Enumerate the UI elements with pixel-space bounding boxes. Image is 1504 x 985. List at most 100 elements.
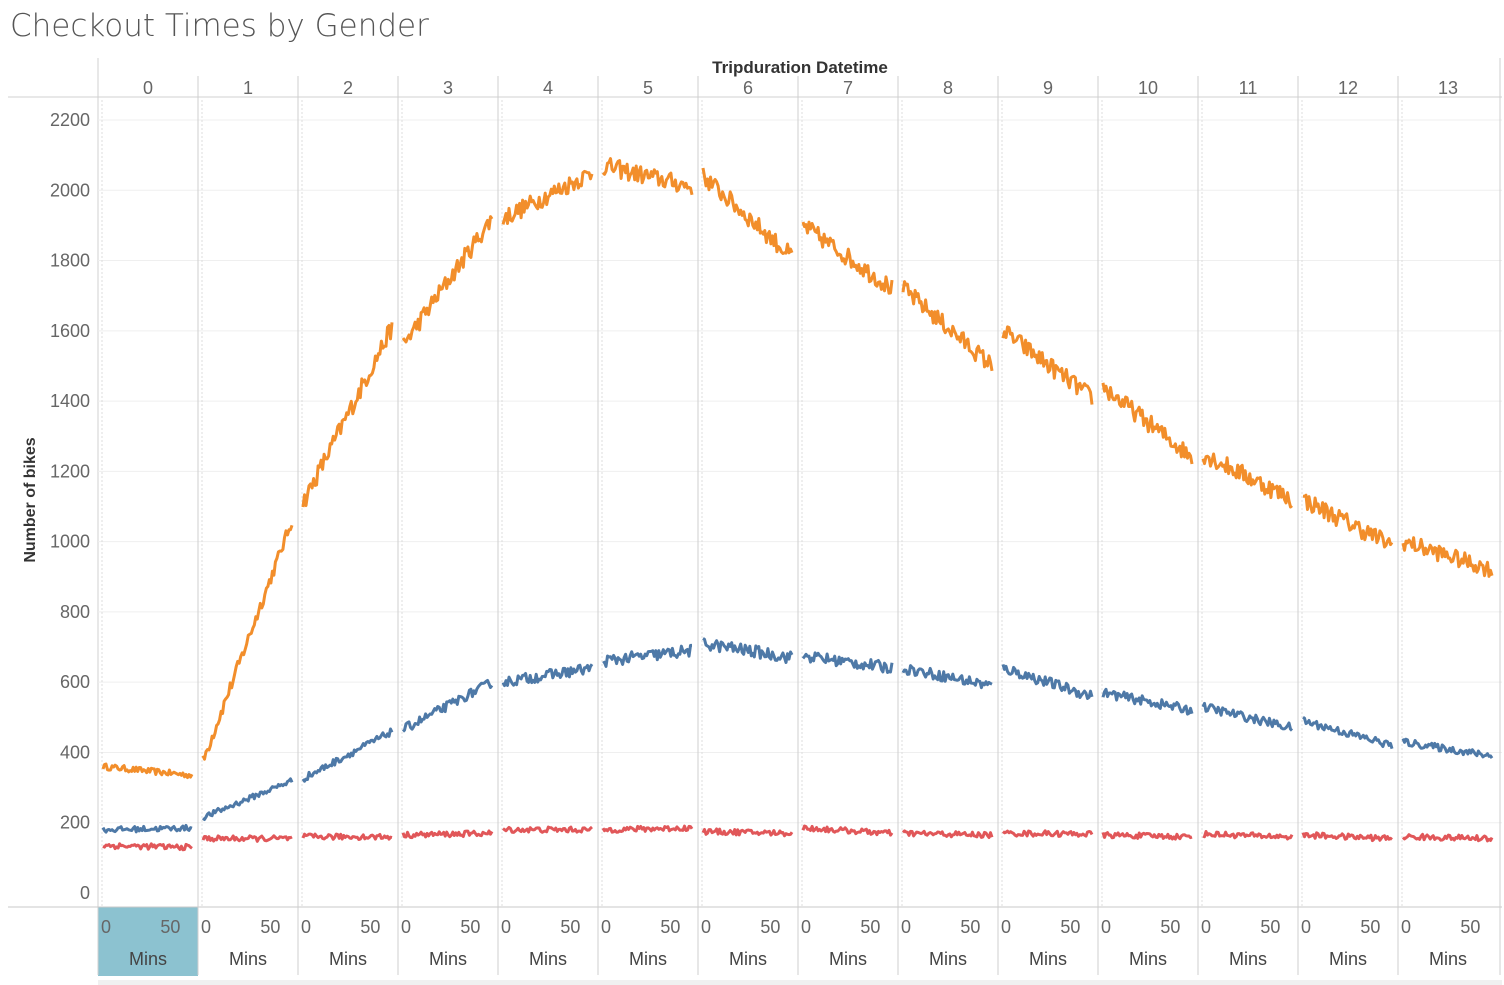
series-line bbox=[901, 664, 993, 690]
scroll-strip bbox=[98, 980, 1502, 985]
column-header: Tripduration Datetime bbox=[712, 58, 888, 77]
x-tick-label: 50 bbox=[1160, 917, 1180, 937]
y-tick-label: 1400 bbox=[50, 391, 90, 411]
series-line bbox=[401, 215, 494, 344]
series-line bbox=[201, 777, 294, 821]
pane-label: 4 bbox=[543, 78, 553, 98]
pane-label: 1 bbox=[243, 78, 253, 98]
x-tick-label: 0 bbox=[1201, 917, 1211, 937]
x-tick-label: 0 bbox=[901, 917, 911, 937]
series-line bbox=[701, 827, 794, 838]
highlighted-pane bbox=[98, 907, 198, 976]
x-tick-label: 50 bbox=[260, 917, 280, 937]
series-line bbox=[401, 678, 494, 733]
y-tick-label: 1000 bbox=[50, 532, 90, 552]
y-tick-label: 400 bbox=[60, 742, 90, 762]
series-line bbox=[602, 643, 692, 668]
x-axis-label: Mins bbox=[1129, 949, 1167, 969]
series-line bbox=[801, 824, 894, 837]
series-line bbox=[301, 832, 393, 841]
x-tick-label: 0 bbox=[601, 917, 611, 937]
series-line bbox=[901, 280, 994, 372]
x-axis-label: Mins bbox=[529, 949, 567, 969]
series-line bbox=[201, 834, 293, 843]
x-tick-label: 0 bbox=[1401, 917, 1411, 937]
series-line bbox=[1201, 452, 1293, 509]
x-axis-label: Mins bbox=[1429, 949, 1467, 969]
series-line bbox=[201, 524, 294, 761]
series-line bbox=[1001, 325, 1094, 405]
y-tick-label: 600 bbox=[60, 672, 90, 692]
series-line bbox=[401, 829, 494, 840]
series-line bbox=[1101, 687, 1194, 716]
y-tick-label: 1600 bbox=[50, 321, 90, 341]
series-line bbox=[601, 157, 694, 196]
y-tick-label: 0 bbox=[80, 883, 90, 903]
x-axis-label: Mins bbox=[329, 949, 367, 969]
y-tick-label: 1800 bbox=[50, 251, 90, 271]
x-tick-label: 0 bbox=[501, 917, 511, 937]
series-line bbox=[1201, 701, 1294, 732]
series-line bbox=[1401, 737, 1494, 759]
series-line bbox=[102, 842, 193, 852]
x-tick-label: 0 bbox=[701, 917, 711, 937]
x-tick-label: 0 bbox=[101, 917, 111, 937]
page-title: Checkout Times by Gender bbox=[10, 8, 429, 44]
x-tick-label: 50 bbox=[660, 917, 680, 937]
series-line bbox=[701, 167, 794, 255]
series-line bbox=[702, 637, 794, 664]
x-axis-label: Mins bbox=[829, 949, 867, 969]
x-tick-label: 0 bbox=[1001, 917, 1011, 937]
series-line bbox=[501, 663, 594, 688]
x-tick-label: 50 bbox=[1360, 917, 1380, 937]
x-tick-label: 0 bbox=[1301, 917, 1311, 937]
series-line bbox=[101, 823, 193, 834]
x-tick-label: 50 bbox=[1260, 917, 1280, 937]
series-line bbox=[1302, 715, 1394, 750]
series-line bbox=[801, 220, 894, 295]
x-axis-label: Mins bbox=[1329, 949, 1367, 969]
x-tick-label: 50 bbox=[160, 917, 180, 937]
x-axis-label: Mins bbox=[629, 949, 667, 969]
y-tick-label: 1200 bbox=[50, 461, 90, 481]
series-line bbox=[1302, 493, 1394, 549]
x-axis-label: Mins bbox=[129, 949, 167, 969]
series-line bbox=[601, 824, 694, 834]
x-tick-label: 50 bbox=[360, 917, 380, 937]
series-line bbox=[1001, 663, 1094, 700]
x-tick-label: 50 bbox=[760, 917, 780, 937]
series-line bbox=[1101, 382, 1194, 465]
pane-label: 0 bbox=[143, 78, 153, 98]
x-tick-label: 0 bbox=[201, 917, 211, 937]
x-axis-label: Mins bbox=[729, 949, 767, 969]
pane-label: 7 bbox=[843, 78, 853, 98]
series-line bbox=[502, 825, 593, 834]
pane-label: 2 bbox=[343, 78, 353, 98]
y-tick-label: 200 bbox=[60, 813, 90, 833]
x-axis-label: Mins bbox=[1229, 949, 1267, 969]
series-line bbox=[1401, 832, 1494, 843]
x-tick-label: 50 bbox=[1460, 917, 1480, 937]
series-line bbox=[1401, 536, 1494, 578]
series-line bbox=[1002, 829, 1094, 838]
x-axis-label: Mins bbox=[929, 949, 967, 969]
x-axis-label: Mins bbox=[429, 949, 467, 969]
x-tick-label: 50 bbox=[560, 917, 580, 937]
x-tick-label: 0 bbox=[1101, 917, 1111, 937]
y-axis-label: Number of bikes bbox=[22, 437, 39, 562]
x-tick-label: 50 bbox=[1060, 917, 1080, 937]
series-line bbox=[101, 762, 194, 780]
series-line bbox=[1101, 831, 1193, 841]
series-line bbox=[801, 651, 894, 674]
y-tick-label: 2200 bbox=[50, 110, 90, 130]
pane-label: 11 bbox=[1239, 78, 1258, 98]
x-tick-label: 0 bbox=[401, 917, 411, 937]
x-tick-label: 0 bbox=[301, 917, 311, 937]
series-line bbox=[901, 829, 994, 839]
series-line bbox=[1202, 830, 1294, 841]
series-line bbox=[301, 322, 394, 508]
pane-label: 10 bbox=[1138, 78, 1158, 98]
x-tick-label: 0 bbox=[801, 917, 811, 937]
x-axis-label: Mins bbox=[229, 949, 267, 969]
series-line bbox=[1301, 831, 1393, 843]
